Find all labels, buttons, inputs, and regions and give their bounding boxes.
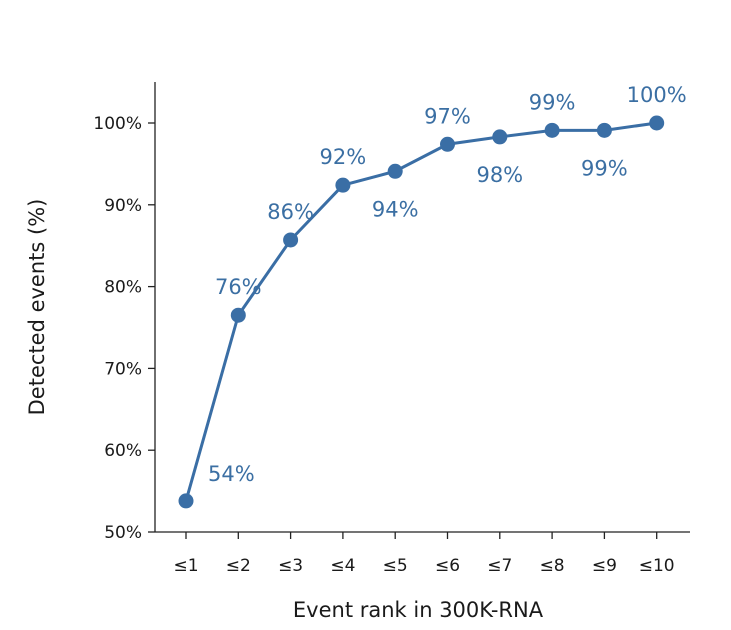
x-tick-label: ≤1 bbox=[173, 556, 198, 576]
data-labels: 54% 76% 86% 92% 94% 97% 98% 99% 99% 100% bbox=[208, 83, 687, 486]
x-axis-ticks: ≤1 ≤2 ≤3 ≤4 ≤5 ≤6 ≤7 ≤8 ≤9 ≤10 bbox=[173, 532, 675, 576]
y-tick-label: 50% bbox=[104, 523, 142, 543]
data-label: 98% bbox=[476, 163, 523, 187]
data-point bbox=[596, 122, 612, 138]
data-point bbox=[178, 493, 194, 509]
x-tick-label: ≤10 bbox=[639, 556, 675, 576]
data-points bbox=[178, 115, 665, 509]
data-point bbox=[230, 307, 246, 323]
data-label: 100% bbox=[627, 83, 687, 107]
x-tick-label: ≤2 bbox=[226, 556, 251, 576]
x-tick-label: ≤7 bbox=[487, 556, 512, 576]
x-tick-label: ≤4 bbox=[330, 556, 355, 576]
x-axis-title: Event rank in 300K-RNA bbox=[293, 598, 544, 622]
x-tick-label: ≤6 bbox=[435, 556, 460, 576]
series-detected-events: 54% 76% 86% 92% 94% 97% 98% 99% 99% 100% bbox=[178, 83, 687, 509]
data-point bbox=[440, 136, 455, 152]
data-point bbox=[544, 122, 560, 138]
data-point bbox=[283, 232, 299, 248]
data-label: 76% bbox=[215, 275, 262, 299]
x-tick-label: ≤3 bbox=[278, 556, 303, 576]
series-line bbox=[184, 121, 657, 502]
data-point bbox=[387, 163, 403, 179]
x-tick-label: ≤5 bbox=[383, 556, 408, 576]
data-label: 99% bbox=[529, 90, 576, 114]
data-label: 97% bbox=[424, 104, 471, 128]
data-point bbox=[649, 115, 665, 131]
y-tick-label: 80% bbox=[104, 278, 142, 298]
data-label: 94% bbox=[372, 197, 419, 221]
data-label: 92% bbox=[320, 145, 367, 169]
y-axis-title: Detected events (%) bbox=[25, 199, 49, 416]
y-tick-label: 90% bbox=[104, 196, 142, 216]
y-tick-label: 60% bbox=[104, 441, 142, 461]
x-tick-label: ≤8 bbox=[540, 556, 565, 576]
y-axis-ticks: 50% 60% 70% 80% 90% 100% bbox=[93, 114, 155, 543]
y-tick-label: 100% bbox=[93, 114, 142, 134]
y-tick-label: 70% bbox=[104, 359, 142, 379]
data-label: 54% bbox=[208, 462, 255, 486]
data-label: 99% bbox=[581, 156, 628, 180]
data-label: 86% bbox=[267, 200, 314, 224]
data-point bbox=[492, 129, 508, 145]
data-point bbox=[335, 177, 351, 193]
x-tick-label: ≤9 bbox=[592, 556, 617, 576]
